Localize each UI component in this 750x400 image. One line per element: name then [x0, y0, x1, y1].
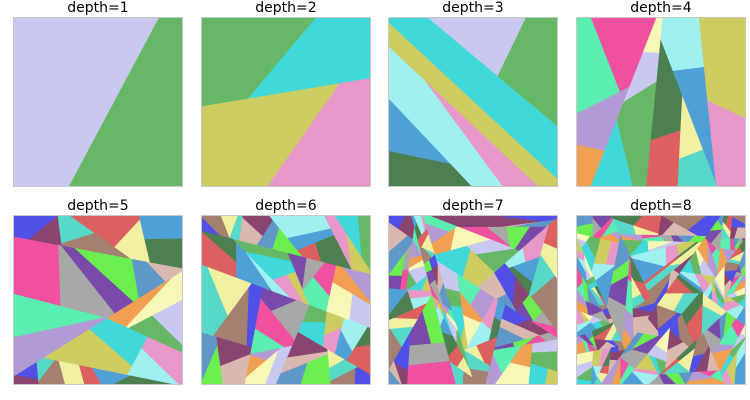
partition-region: [431, 216, 543, 227]
panel-title: depth=6: [255, 198, 317, 214]
partition-region: [577, 378, 592, 384]
partition-region: [14, 236, 61, 307]
partition-svg: [577, 18, 745, 186]
partition-plot: [576, 17, 746, 187]
partition-region: [577, 216, 593, 227]
partition-svg: [577, 216, 745, 384]
partition-region: [407, 341, 451, 366]
partition-plot: [201, 17, 371, 187]
partition-svg: [389, 216, 557, 384]
partition-region: [500, 216, 557, 222]
partition-plot: [201, 215, 371, 385]
panel-title: depth=5: [67, 198, 129, 214]
partition-region: [357, 216, 370, 271]
partition-region: [423, 216, 458, 232]
partition-region: [719, 238, 731, 250]
partition-svg: [202, 216, 370, 384]
partition-region: [698, 18, 745, 119]
partition-region: [202, 216, 231, 239]
partition-region: [389, 275, 402, 290]
partition-region: [202, 82, 341, 186]
partition-region: [590, 18, 657, 92]
partition-region: [220, 216, 238, 238]
partition-svg: [14, 18, 182, 186]
panel-title: depth=7: [442, 198, 504, 214]
panel-title: depth=1: [67, 0, 129, 16]
partition-svg: [389, 18, 557, 186]
partition-region: [662, 216, 706, 231]
partition-region: [428, 18, 526, 77]
partition-region: [14, 216, 58, 240]
partition-region: [389, 216, 405, 229]
partition-region: [202, 18, 316, 107]
panel-title: depth=2: [255, 0, 317, 16]
partition-region: [610, 216, 643, 226]
partition-plot: [388, 215, 558, 385]
partition-plot: [576, 215, 746, 385]
partition-plot: [13, 17, 183, 187]
partition-plot: [388, 17, 558, 187]
panel-title: depth=4: [630, 0, 692, 16]
partition-region: [138, 216, 182, 240]
partition-plot: [13, 215, 183, 385]
partition-svg: [14, 216, 182, 384]
partition-svg: [202, 18, 370, 186]
panel-title: depth=3: [442, 0, 504, 16]
panel-title: depth=8: [630, 198, 692, 214]
partition-region: [389, 18, 557, 179]
partition-region: [14, 18, 159, 186]
